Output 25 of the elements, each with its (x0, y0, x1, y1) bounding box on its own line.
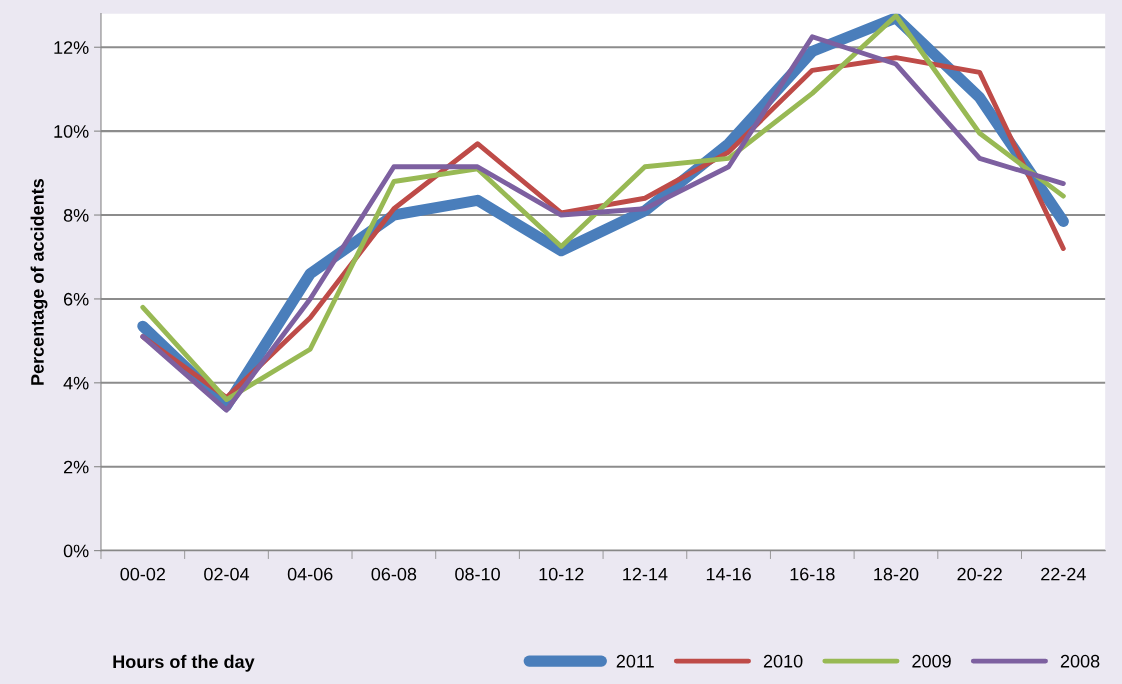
legend-label: 2009 (912, 654, 951, 668)
x-tick-label: 18-20 (874, 567, 919, 581)
y-tick-label: 0% (63, 544, 89, 558)
x-tick-label: 10-12 (539, 567, 584, 581)
y-tick-label: 4% (63, 376, 89, 390)
legend-label: 2011 (616, 654, 654, 668)
y-tick-label: 12% (54, 41, 89, 54)
x-tick-label: 20-22 (957, 567, 1002, 581)
y-axis-title: Percentage of accidents (30, 179, 48, 385)
y-tick-label: 10% (54, 125, 89, 138)
legend-label: 2008 (1060, 654, 1100, 668)
x-axis-title: Hours of the day (113, 654, 255, 672)
y-tick-label: 2% (63, 460, 89, 474)
x-tick-label: 12-14 (623, 567, 668, 581)
x-tick-label: 02-04 (204, 567, 250, 581)
x-tick-label: 16-18 (790, 567, 835, 581)
legend-label: 2010 (763, 654, 803, 668)
x-tick-label: 00-02 (120, 567, 166, 581)
x-tick-label: 08-10 (455, 567, 500, 581)
y-tick-label: 6% (64, 292, 89, 306)
x-tick-label: 06-08 (371, 567, 417, 581)
x-tick-label: 14-16 (706, 567, 751, 581)
y-tick-label: 8% (63, 208, 89, 222)
x-tick-label: 22-24 (1041, 567, 1086, 581)
x-tick-label: 04-06 (287, 567, 333, 581)
